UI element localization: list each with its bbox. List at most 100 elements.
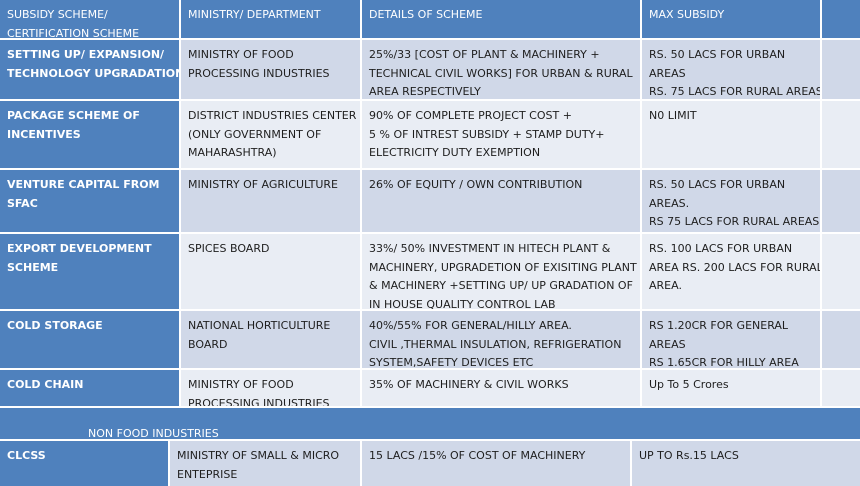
- scheme-cell-line: SFAC: [7, 196, 38, 210]
- ministry-cell-line: (ONLY GOVERNMENT OF: [188, 127, 322, 141]
- details-cell-line: 33%/ 50% INVESTMENT IN HITECH PLANT &: [369, 242, 611, 255]
- ministry-cell-line: MINISTRY OF AGRICULTURE: [188, 178, 338, 191]
- scheme-cell-line: CLCSS: [7, 449, 46, 462]
- details-cell: 35% OF MACHINERY & CIVIL WORKS: [362, 370, 640, 406]
- details-cell-line: 5 % OF INTREST SUBSIDY + STAMP DUTY+: [369, 127, 605, 141]
- ministry-cell-line: ENTEPRISE: [177, 467, 238, 481]
- details-cell-line: SYSTEM,SAFETY DEVICES ETC: [369, 356, 534, 368]
- scheme-cell: PACKAGE SCHEME OF INCENTIVES: [0, 101, 179, 168]
- subsidy-cell-line: AREAS: [649, 66, 686, 80]
- details-cell: 26% OF EQUITY / OWN CONTRIBUTION: [362, 170, 640, 232]
- details-cell: 33%/ 50% INVESTMENT IN HITECH PLANT & MAC…: [362, 234, 640, 309]
- details-cell: 15 LACS /15% OF COST OF MACHINERY: [362, 441, 630, 486]
- details-cell-line: CIVIL ,THERMAL INSULATION, REFRIGERATION: [369, 337, 622, 351]
- scheme-cell: COLD CHAIN: [0, 370, 179, 406]
- ministry-cell: DISTRICT INDUSTRIES CENTER (ONLY GOVERNME…: [181, 101, 360, 168]
- ministry-cell-line: DISTRICT INDUSTRIES CENTER: [188, 109, 357, 122]
- scheme-cell-line: TECHNOLOGY UPGRADATION: [7, 66, 179, 80]
- ministry-cell-line: NATIONAL HORTICULTURE: [188, 319, 331, 332]
- header-cell-line: DETAILS OF SCHEME: [369, 8, 483, 21]
- header-cell: DETAILS OF SCHEME: [362, 0, 640, 38]
- header-cell: MAX SUBSIDY: [642, 0, 820, 38]
- ministry-cell-line: BOARD: [188, 337, 228, 351]
- ministry-cell-line: PROCESSING INDUSTRIES: [188, 396, 330, 407]
- subsidy-cell: RS. 100 LACS FOR URBAN AREA RS. 200 LACS …: [642, 234, 820, 309]
- header-cell-line: CERTIFICATION SCHEME: [7, 26, 140, 39]
- empty-cell: [822, 170, 860, 232]
- ministry-cell-line: MINISTRY OF FOOD: [188, 378, 294, 391]
- details-cell-line: & MACHINERY +SETTING UP/ UP GRADATION OF: [369, 279, 633, 292]
- scheme-cell-line: INCENTIVES: [7, 127, 81, 141]
- header-cell-line: MINISTRY/ DEPARTMENT: [188, 8, 321, 21]
- ministry-cell-line: PROCESSING INDUSTRIES: [188, 66, 330, 80]
- subsidy-cell: RS 1.20CR FOR GENERAL AREAS RS 1.65CR FOR …: [642, 311, 820, 368]
- details-cell-line: 35% OF MACHINERY & CIVIL WORKS: [369, 378, 569, 391]
- empty-cell: [822, 101, 860, 168]
- ministry-cell-line: SPICES BOARD: [188, 242, 270, 255]
- details-cell: 90% OF COMPLETE PROJECT COST + 5 % OF INT…: [362, 101, 640, 168]
- subsidy-cell: RS. 50 LACS FOR URBAN AREAS RS. 75 LACS FO…: [642, 40, 820, 99]
- scheme-cell-line: SCHEME: [7, 260, 59, 274]
- details-cell: 25%/33 [COST OF PLANT & MACHINERY + TECHN…: [362, 40, 640, 99]
- scheme-cell: EXPORT DEVELOPMENT SCHEME: [0, 234, 179, 309]
- scheme-cell: COLD STORAGE: [0, 311, 179, 368]
- scheme-cell-line: COLD CHAIN: [7, 378, 84, 391]
- subsidy-cell-line: RS 1.20CR FOR GENERAL: [649, 319, 789, 332]
- subsidy-cell-line: RS. 100 LACS FOR URBAN: [649, 242, 793, 255]
- subsidy-cell-line: AREA.: [649, 279, 682, 292]
- scheme-cell: VENTURE CAPITAL FROM SFAC: [0, 170, 179, 232]
- subsidy-cell-line: RS. 50 LACS FOR URBAN: [649, 48, 786, 61]
- ministry-cell: MINISTRY OF FOOD PROCESSING INDUSTRIES: [181, 40, 360, 99]
- section-label: NON FOOD INDUSTRIES: [88, 427, 219, 440]
- subsidy-cell-line: RS 1.65CR FOR HILLY AREA: [649, 356, 799, 368]
- details-cell-line: 25%/33 [COST OF PLANT & MACHINERY +: [369, 48, 600, 61]
- details-cell-line: TECHNICAL CIVIL WORKS] FOR URBAN & RURAL: [369, 66, 633, 80]
- subsidy-cell-line: RS 75 LACS FOR RURAL AREAS: [649, 215, 820, 228]
- subsidy-cell-line: UP TO Rs.15 LACS: [639, 449, 739, 462]
- details-cell-line: 40%/55% FOR GENERAL/HILLY AREA.: [369, 319, 572, 332]
- header-cell-line: SUBSIDY SCHEME/: [7, 8, 108, 21]
- section-row: NON FOOD INDUSTRIES: [0, 408, 860, 440]
- empty-cell: [822, 370, 860, 406]
- details-cell: 40%/55% FOR GENERAL/HILLY AREA. CIVIL ,TH…: [362, 311, 640, 368]
- details-cell-line: 26% OF EQUITY / OWN CONTRIBUTION: [369, 178, 583, 191]
- ministry-cell-line: MINISTRY OF FOOD: [188, 48, 294, 61]
- details-cell-line: AREA RESPECTIVELY: [369, 85, 481, 98]
- subsidy-cell: N0 LIMIT: [642, 101, 820, 168]
- scheme-cell: SETTING UP/ EXPANSION/TECHNOLOGY UPGRADA…: [0, 40, 179, 99]
- ministry-cell: MINISTRY OF FOOD PROCESSING INDUSTRIES: [181, 370, 360, 406]
- details-cell-line: 15 LACS /15% OF COST OF MACHINERY: [369, 449, 586, 462]
- scheme-cell-line: EXPORT DEVELOPMENT: [7, 242, 152, 255]
- header-cell: SUBSIDY SCHEME/CERTIFICATION SCHEME: [0, 0, 179, 38]
- subsidy-cell-line: Up To 5 Crores: [649, 378, 729, 391]
- ministry-cell: MINISTRY OF AGRICULTURE: [181, 170, 360, 232]
- scheme-cell-line: SETTING UP/ EXPANSION/: [7, 48, 165, 61]
- ministry-cell: NATIONAL HORTICULTURE BOARD: [181, 311, 360, 368]
- scheme-cell-line: VENTURE CAPITAL FROM: [7, 178, 160, 191]
- subsidy-cell-line: RS. 75 LACS FOR RURAL AREAS: [649, 85, 820, 98]
- empty-cell: [822, 40, 860, 99]
- header-cell-line: MAX SUBSIDY: [649, 8, 725, 21]
- details-cell-line: MACHINERY, UPGRADETION OF EXISITING PLAN…: [369, 260, 637, 274]
- subsidy-cell-line: N0 LIMIT: [649, 109, 697, 122]
- scheme-cell-line: PACKAGE SCHEME OF: [7, 109, 140, 122]
- subsidy-cell-line: AREA RS. 200 LACS FOR RURAL: [649, 260, 820, 274]
- details-cell-line: IN HOUSE QUALITY CONTROL LAB: [369, 297, 556, 310]
- header-cell-empty: [822, 0, 860, 38]
- ministry-cell: MINISTRY OF SMALL & MICRO ENTEPRISE: [170, 441, 360, 486]
- scheme-cell: CLCSS: [0, 441, 168, 486]
- subsidy-cell: RS. 50 LACS FOR URBAN AREAS. RS 75 LACS FO…: [642, 170, 820, 232]
- subsidy-cell: Up To 5 Crores: [642, 370, 820, 406]
- header-cell: MINISTRY/ DEPARTMENT: [181, 0, 360, 38]
- ministry-cell-line: MINISTRY OF SMALL & MICRO: [177, 449, 340, 462]
- empty-cell: [822, 311, 860, 368]
- subsidy-cell: UP TO Rs.15 LACS: [632, 441, 860, 486]
- subsidy-cell-line: AREAS.: [649, 196, 690, 210]
- subsidy-cell-line: RS. 50 LACS FOR URBAN: [649, 178, 786, 191]
- scheme-cell-line: COLD STORAGE: [7, 319, 103, 332]
- empty-cell: [822, 234, 860, 309]
- ministry-cell-line: MAHARASHTRA): [188, 146, 277, 159]
- details-cell-line: ELECTRICITY DUTY EXEMPTION: [369, 146, 541, 159]
- ministry-cell: SPICES BOARD: [181, 234, 360, 309]
